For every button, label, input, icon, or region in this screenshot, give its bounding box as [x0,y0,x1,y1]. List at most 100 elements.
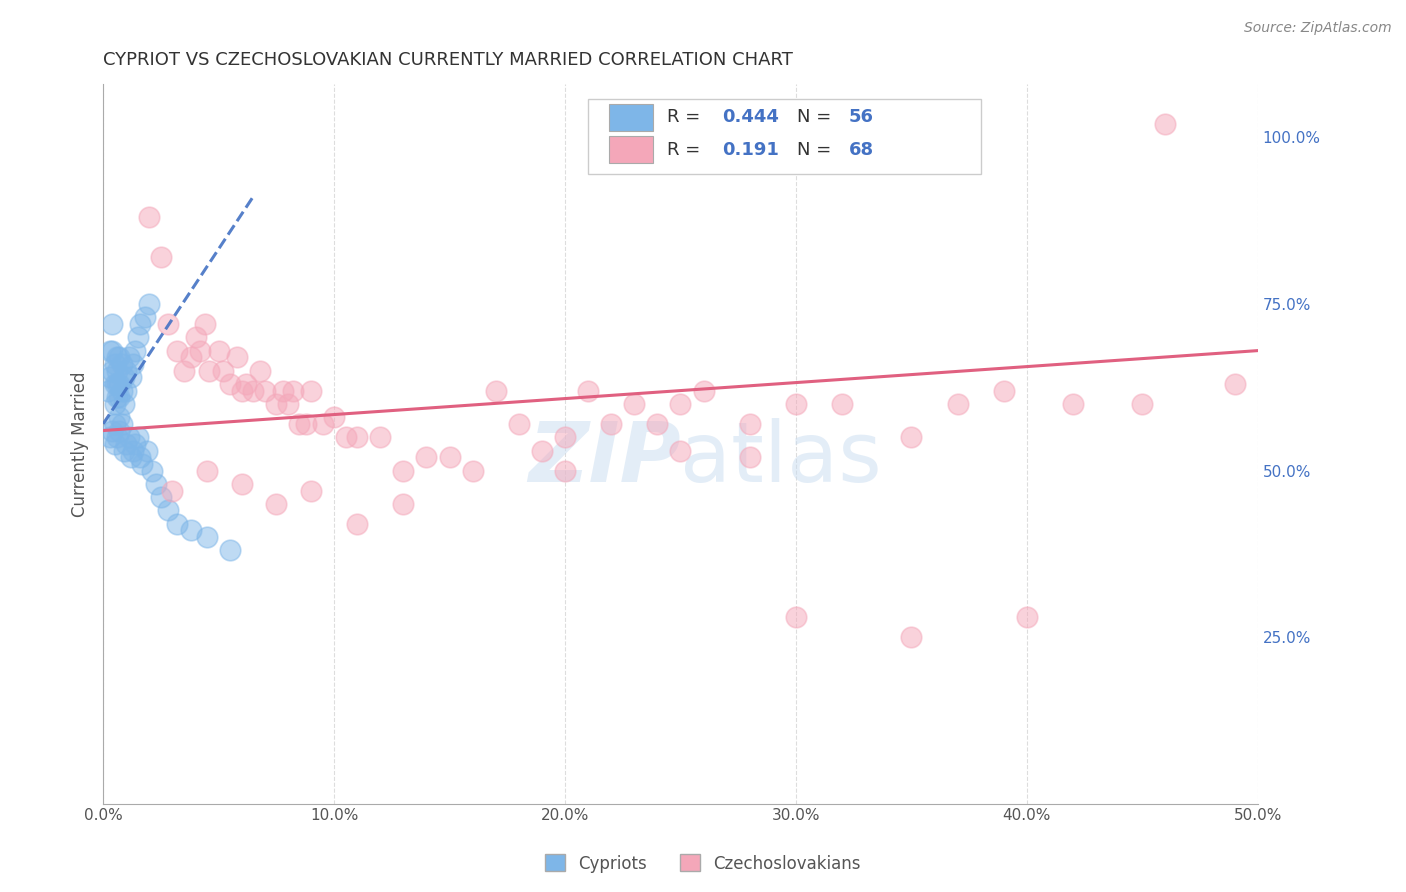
Point [101,343,124,358]
FancyBboxPatch shape [588,98,981,174]
Point [124,343,146,358]
Point [145,476,167,491]
FancyBboxPatch shape [609,103,652,131]
Point [900,630,922,644]
Legend: Cypriots, Czechoslovakians: Cypriots, Czechoslovakians [538,847,868,880]
Point [98,430,121,444]
Point [226,351,249,365]
Point [669,443,692,458]
Point [530,443,553,458]
Point [946,397,969,411]
Point [266,497,288,511]
Text: ZIP: ZIP [527,417,681,499]
Point [738,417,761,431]
Point [253,384,276,398]
Point [219,543,242,558]
Point [554,463,576,477]
Point [692,384,714,398]
Point [115,384,138,398]
Point [129,317,152,331]
Point [105,390,128,404]
Point [415,450,437,465]
Point [392,497,415,511]
Point [669,397,692,411]
Point [110,357,132,371]
Point [129,450,152,465]
Point [105,376,128,391]
Point [101,424,124,438]
Point [1223,376,1246,391]
Text: N =: N = [797,108,837,127]
Point [149,250,172,264]
Text: 68: 68 [849,141,875,159]
Point [105,430,128,444]
Point [993,384,1015,398]
Point [219,376,242,391]
Point [120,450,142,465]
Point [104,437,127,451]
Point [97,384,120,398]
Text: 0.191: 0.191 [723,141,779,159]
Point [1062,397,1084,411]
Point [207,343,229,358]
Point [108,351,131,365]
Point [131,457,153,471]
Point [299,483,322,498]
Point [115,437,138,451]
Point [108,424,131,438]
Point [311,417,333,431]
Point [127,430,149,444]
Point [115,363,138,377]
Point [108,390,131,404]
Point [198,363,221,377]
Point [576,384,599,398]
Point [368,430,391,444]
Point [108,376,131,391]
Point [112,370,135,384]
Text: CYPRIOT VS CZECHOSLOVAKIAN CURRENTLY MARRIED CORRELATION CHART: CYPRIOT VS CZECHOSLOVAKIAN CURRENTLY MAR… [103,51,793,69]
Point [346,516,368,531]
Point [212,363,235,377]
Point [166,343,188,358]
Point [281,384,304,398]
Point [231,384,253,398]
Point [295,417,318,431]
Text: R =: R = [666,108,706,127]
Point [134,310,156,325]
FancyBboxPatch shape [609,136,652,163]
Point [105,363,128,377]
Point [554,430,576,444]
Point [101,363,124,377]
Point [194,317,217,331]
Point [156,503,179,517]
Text: 56: 56 [849,108,875,127]
Point [108,410,131,425]
Point [231,476,253,491]
Point [249,363,271,377]
Text: R =: R = [666,141,711,159]
Point [1154,117,1177,131]
Point [105,351,128,365]
Point [156,317,179,331]
Point [104,397,127,411]
Point [162,483,184,498]
Point [335,430,357,444]
Point [184,330,207,344]
Point [785,397,807,411]
Text: atlas: atlas [681,417,882,499]
Point [299,384,322,398]
Point [508,417,530,431]
Point [104,376,127,391]
Point [180,524,202,538]
Point [122,443,145,458]
Point [180,351,202,365]
Point [623,397,645,411]
Point [173,363,195,377]
Point [738,450,761,465]
Point [1130,397,1153,411]
Point [138,297,160,311]
Point [271,384,294,398]
Point [110,384,132,398]
Point [117,430,139,444]
Point [188,343,211,358]
